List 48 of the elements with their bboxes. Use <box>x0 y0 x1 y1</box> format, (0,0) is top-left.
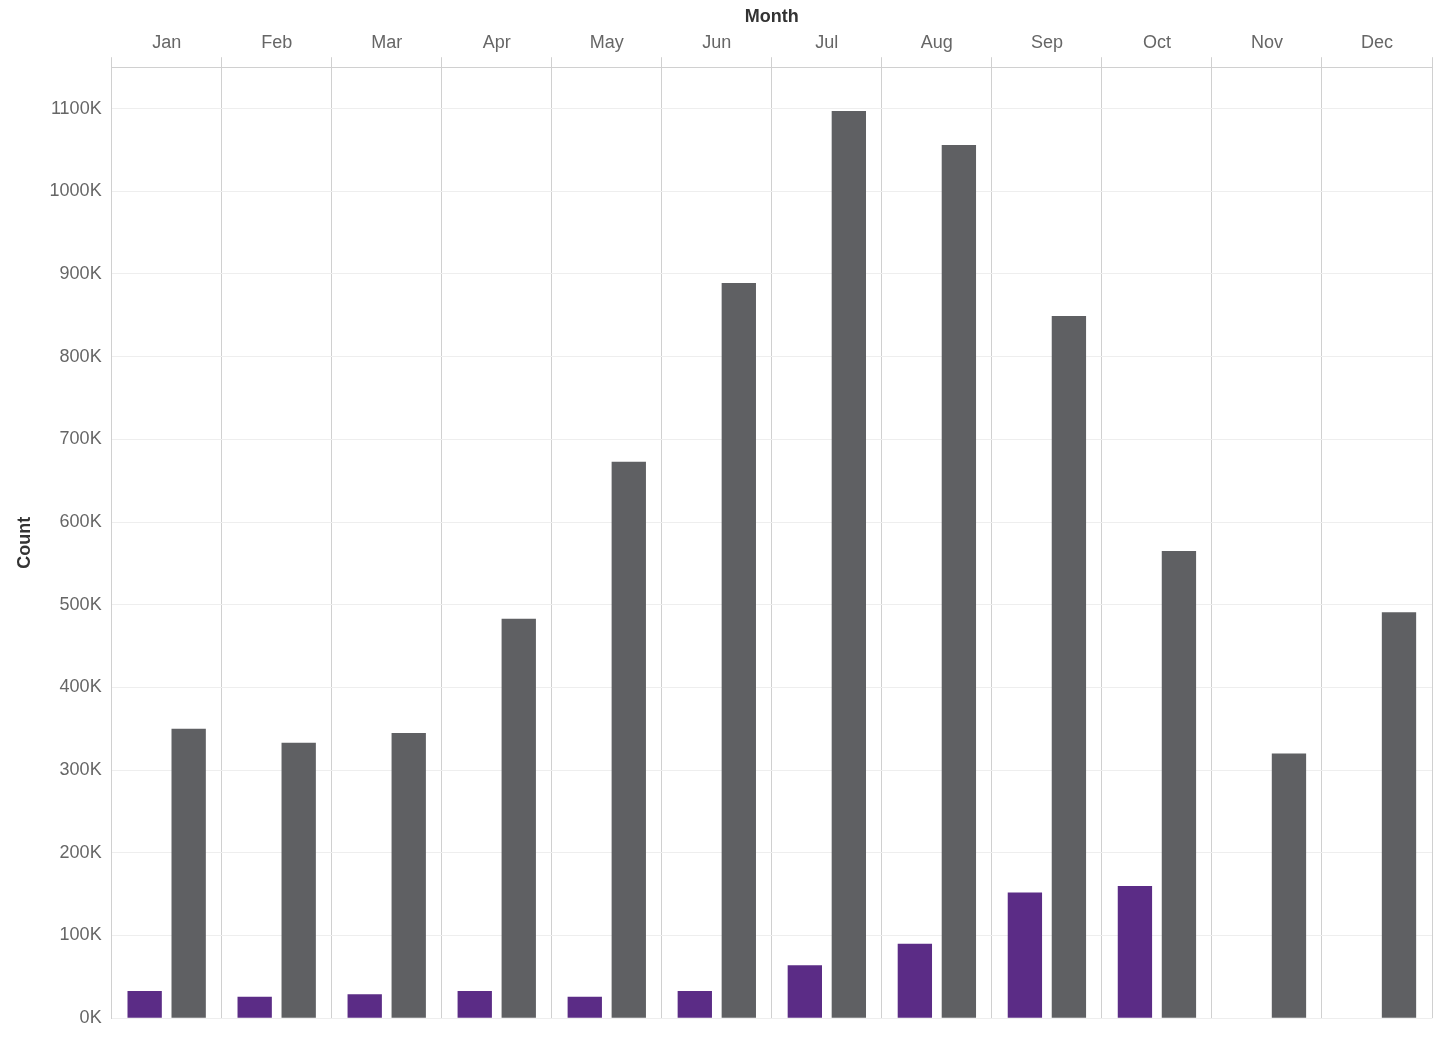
x-tick-label: Feb <box>261 32 293 53</box>
bar <box>1161 550 1197 1018</box>
x-tick-label: Mar <box>371 32 403 53</box>
x-tick-label: Sep <box>1030 32 1063 53</box>
bar <box>611 461 646 1018</box>
bar <box>831 111 867 1018</box>
y-tick-label: 1100K <box>50 97 102 118</box>
y-tick-label: 800K <box>59 345 102 366</box>
bar <box>1381 612 1417 1018</box>
y-tick-label: 300K <box>59 759 102 780</box>
bar <box>457 990 492 1018</box>
bar <box>567 996 602 1018</box>
y-tick-label: 700K <box>59 428 102 449</box>
y-tick-label: 100K <box>59 924 102 945</box>
bar <box>391 732 426 1018</box>
y-tick-label: 1000K <box>49 180 102 201</box>
bar <box>501 618 536 1018</box>
x-tick-label: Nov <box>1250 32 1283 53</box>
x-axis-title: Month <box>744 5 799 26</box>
y-axis-title: Count <box>13 516 34 569</box>
bar <box>677 990 712 1018</box>
bar <box>787 965 822 1018</box>
y-tick-label: 400K <box>59 676 102 697</box>
bar <box>721 283 756 1018</box>
bar <box>1051 316 1087 1018</box>
bar <box>281 742 316 1018</box>
bar <box>1271 753 1307 1018</box>
x-tick-label: Apr <box>482 32 511 53</box>
y-tick-label: 500K <box>59 593 102 614</box>
x-tick-label: Aug <box>920 32 953 53</box>
bar <box>171 728 206 1018</box>
bar <box>897 943 933 1018</box>
x-tick-label: Dec <box>1360 32 1393 53</box>
x-tick-label: May <box>589 32 624 53</box>
x-tick-label: Oct <box>1142 32 1171 53</box>
bar <box>127 990 162 1018</box>
y-tick-label: 600K <box>59 510 102 531</box>
y-tick-label: 0K <box>79 1007 102 1028</box>
x-tick-label: Jun <box>702 32 732 53</box>
bar <box>1117 885 1153 1018</box>
bar <box>237 996 272 1018</box>
x-tick-label: Jul <box>815 32 839 53</box>
bar <box>941 144 977 1018</box>
bar <box>347 994 382 1018</box>
x-tick-label: Jan <box>152 32 182 53</box>
y-tick-label: 200K <box>59 841 102 862</box>
y-tick-label: 900K <box>59 262 102 283</box>
bar <box>1007 892 1043 1018</box>
